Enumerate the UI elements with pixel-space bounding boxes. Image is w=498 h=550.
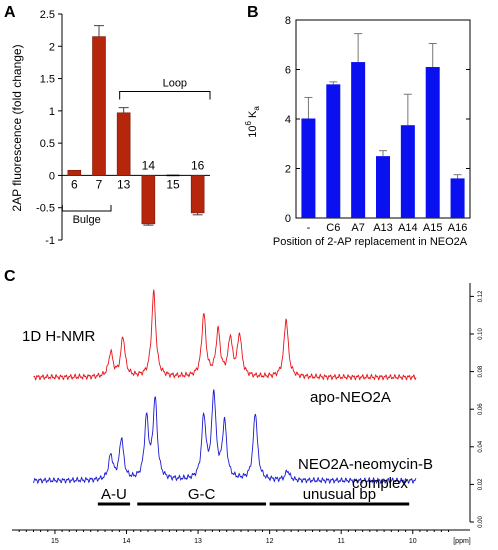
chart-c-region-label: A-U	[101, 486, 127, 503]
chart-a-bracket-loop	[119, 90, 211, 100]
chart-a-y-tick-label: 0.5	[40, 138, 55, 150]
chart-c-y-tick-label: 0.10	[478, 328, 484, 340]
chart-a-category-label: 15	[166, 177, 180, 191]
chart-a-y-tick-label: 0	[49, 170, 55, 182]
chart-b-x-axis-label: Position of 2-AP replacement in NEO2A	[273, 236, 468, 248]
chart-c-y-tick-label: 0.02	[478, 478, 484, 490]
chart-a-bar	[67, 169, 82, 176]
chart-c-y-tick-label: 0.00	[478, 516, 484, 528]
chart-b-y-tick-label: 6	[285, 65, 291, 77]
chart-a-y-tick-label: -1	[45, 235, 55, 247]
chart-c-y-tick-label: 0.06	[478, 403, 484, 415]
chart-a-bar	[116, 112, 131, 176]
chart-a-y-axis-label: 2AP fluorescence (fold change)	[10, 44, 24, 211]
panel-label-c: C	[4, 268, 16, 285]
series-label-complex-line2: complex	[352, 475, 408, 492]
chart-c-region-label: unusual bp	[303, 486, 376, 503]
chart-a-y-tick-label: 1	[49, 106, 55, 118]
chart-b-bar	[376, 156, 390, 218]
chart-c-series-line	[33, 289, 417, 381]
chart-b-x-tick-label: -	[307, 222, 311, 234]
panel-label-b: B	[247, 4, 259, 21]
chart-a-category-label: 14	[142, 158, 156, 172]
chart-c-series-line	[33, 389, 417, 485]
chart-c-x-tick-label: 10	[409, 538, 417, 545]
chart-b-bar	[450, 178, 465, 218]
chart-a: 2AP fluorescence (fold change) -1 -0.5 0 0.…	[10, 9, 211, 247]
chart-b-bar	[425, 67, 440, 219]
chart-b-x-tick-label: A15	[423, 222, 443, 234]
chart-b-y-tick-label: 4	[285, 114, 291, 126]
chart-c-x-tick-label: 14	[123, 538, 131, 545]
series-label-complex-line1: NEO2A-neomycin-B	[298, 456, 433, 473]
chart-b-x-tick-label: A7	[351, 222, 364, 234]
chart-a-bracket-bulge	[61, 204, 112, 212]
chart-c-x-tick-label: 11	[338, 538, 345, 545]
chart-b-x-tick-label: A13	[373, 222, 393, 234]
chart-a-bar	[141, 175, 156, 225]
chart-a-bar	[190, 175, 205, 214]
chart-a-group-label-bulge: Bulge	[73, 214, 101, 226]
chart-b-bar	[351, 62, 366, 219]
chart-b-bar	[400, 125, 415, 218]
chart-c-y-tick-label: 0.12	[478, 290, 484, 302]
chart-a-group-label-loop: Loop	[163, 77, 187, 89]
chart-c: 1D H-NMR 0.00 0.02 0.04 0.06 0.08 0.10 0.12 15 1…	[12, 283, 484, 545]
chart-a-category-label: 13	[117, 177, 131, 191]
chart-b-y-tick-label: 8	[285, 15, 291, 27]
chart-b-x-tick-label: A16	[448, 222, 468, 234]
chart-c-title: 1D H-NMR	[22, 328, 95, 345]
chart-c-x-tick-label: 12	[266, 538, 274, 545]
chart-a-category-label: 7	[96, 177, 103, 191]
chart-a-y-tick-label: 2.5	[40, 9, 55, 21]
chart-c-x-axis-label: [ppm]	[453, 538, 471, 545]
chart-b-x-tick-label: C6	[326, 222, 340, 234]
chart-a-category-label: 6	[71, 177, 78, 191]
chart-a-bar	[92, 36, 106, 176]
chart-b-bar	[301, 118, 316, 218]
chart-c-y-tick-label: 0.04	[478, 440, 484, 452]
chart-b-y-axis-label: 106 Ka	[244, 106, 261, 138]
chart-c-x-tick-label: 13	[194, 538, 202, 545]
chart-a-y-tick-label: -0.5	[36, 203, 55, 215]
chart-b-y-tick-label: 2	[285, 164, 291, 176]
series-label-apo: apo-NEO2A	[310, 389, 391, 406]
chart-a-category-label: 16	[191, 158, 205, 172]
chart-c-x-tick-label: 15	[51, 538, 59, 545]
chart-b-x-tick-label: A14	[398, 222, 418, 234]
chart-a-y-tick-label: 2	[49, 41, 55, 53]
panel-label-a: A	[4, 4, 16, 21]
chart-b-y-tick-label: 0	[285, 213, 291, 225]
chart-c-region-label: G-C	[188, 486, 216, 503]
chart-a-y-tick-label: 1.5	[40, 74, 55, 86]
chart-b-bar	[326, 84, 341, 218]
chart-b: 106 Ka 0 2 4 6 8 - C6 A7 A13 A14 A15 A16 Position o…	[244, 15, 471, 248]
chart-c-y-tick-label: 0.08	[478, 365, 484, 377]
